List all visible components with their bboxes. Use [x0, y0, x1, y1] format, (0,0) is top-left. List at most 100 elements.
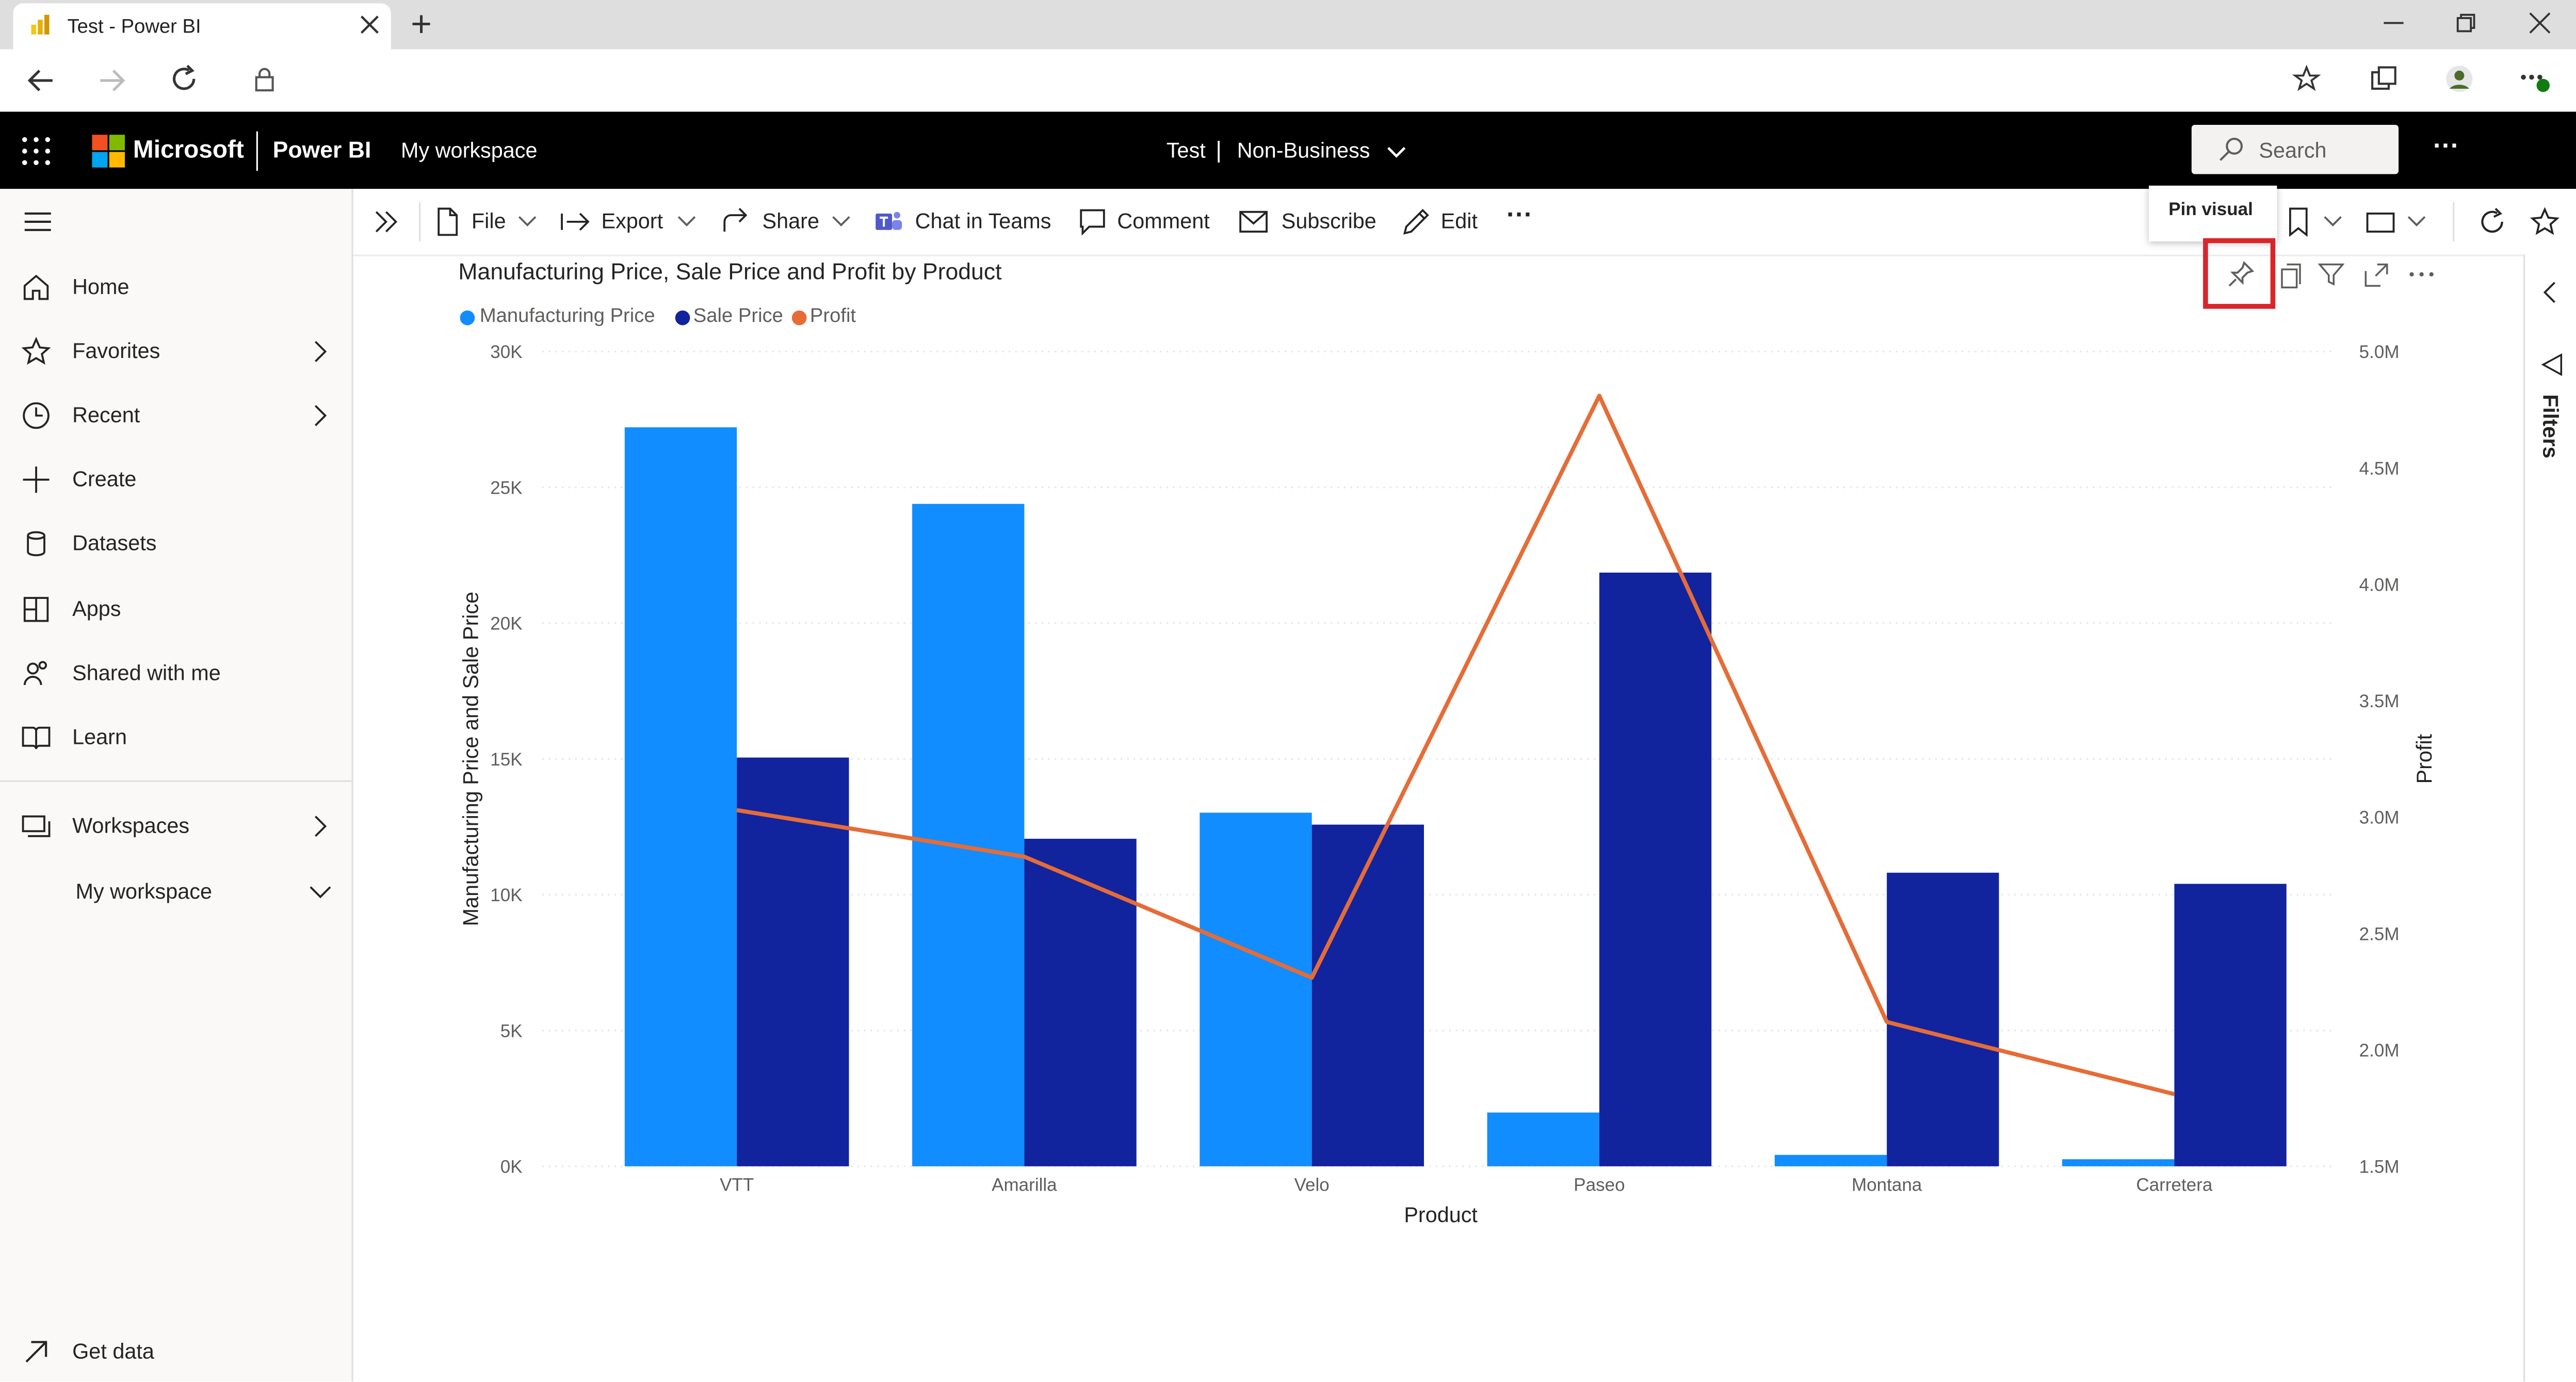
- get-data-button[interactable]: Get data: [0, 1326, 351, 1378]
- search-placeholder: Search: [2259, 138, 2327, 163]
- favorite-add-icon[interactable]: [2292, 64, 2321, 93]
- y-tick-label: 20K: [490, 614, 522, 634]
- sidebar-item-recent[interactable]: Recent: [0, 389, 351, 442]
- legend-marker-sale-price: [675, 310, 690, 326]
- chevron-down-icon[interactable]: [309, 881, 332, 904]
- comment-icon[interactable]: [1078, 207, 1107, 236]
- edit-button[interactable]: Edit: [1440, 208, 1478, 234]
- export-menu[interactable]: Export: [601, 208, 663, 234]
- chevron-right-icon[interactable]: [309, 404, 332, 427]
- x-tick-label: Paseo: [1574, 1175, 1625, 1195]
- legend-label-sale-price[interactable]: Sale Price: [693, 304, 783, 327]
- close-tab-icon[interactable]: [360, 15, 379, 35]
- legend-label-manufacturing-price[interactable]: Manufacturing Price: [479, 304, 655, 327]
- share-icon[interactable]: [721, 207, 751, 236]
- refresh-icon[interactable]: [2477, 207, 2507, 236]
- minimize-icon[interactable]: [2382, 11, 2405, 35]
- clock-icon: [21, 401, 51, 430]
- chevron-down-icon[interactable]: [1385, 141, 1408, 165]
- export-icon[interactable]: [560, 207, 590, 236]
- file-icon[interactable]: [432, 207, 461, 236]
- view-icon[interactable]: [2366, 207, 2395, 236]
- sidebar-item-workspaces[interactable]: Workspaces: [0, 800, 351, 853]
- app-launcher-icon[interactable]: [21, 136, 51, 166]
- chevron-down-icon[interactable]: [2321, 210, 2351, 240]
- mail-icon[interactable]: [1239, 207, 1268, 236]
- star-icon: [21, 336, 51, 366]
- copy-visual-icon[interactable]: [2279, 263, 2302, 289]
- chat-in-teams-button[interactable]: Chat in Teams: [915, 208, 1051, 234]
- bar-manufacturing-price: [912, 503, 1025, 1166]
- sidebar-item-label: Favorites: [72, 338, 160, 363]
- workspace-link[interactable]: My workspace: [400, 138, 538, 163]
- pin-visual-icon[interactable]: [2226, 259, 2256, 289]
- settings-more-icon[interactable]: [2519, 64, 2552, 93]
- focus-mode-icon[interactable]: [2364, 263, 2389, 287]
- new-tab-button[interactable]: +: [411, 3, 432, 44]
- y-tick-label: 10K: [490, 885, 522, 905]
- get-data-label: Get data: [72, 1339, 154, 1363]
- workspaces-icon: [21, 811, 51, 841]
- y-tick-label: 15K: [490, 750, 522, 770]
- header-more-button[interactable]: ···: [2433, 133, 2459, 161]
- sidebar-item-label: Recent: [72, 402, 140, 427]
- chevron-down-icon[interactable]: [675, 210, 705, 240]
- y2-tick-label: 4.0M: [2359, 575, 2400, 595]
- sidebar-item-create[interactable]: Create: [0, 453, 351, 506]
- expand-pane-icon[interactable]: [371, 207, 401, 236]
- filter-icon[interactable]: [2318, 261, 2344, 287]
- chevron-down-icon[interactable]: [830, 210, 859, 240]
- y-tick-label: 5K: [500, 1021, 523, 1041]
- back-icon[interactable]: [26, 66, 56, 95]
- x-tick-label: Carretera: [2136, 1175, 2212, 1195]
- sidebar-item-label: Home: [72, 274, 129, 299]
- profile-icon[interactable]: [2444, 64, 2474, 93]
- chevron-down-icon[interactable]: [516, 210, 545, 240]
- y2-axis-title: Profit: [2412, 734, 2436, 784]
- sidebar-item-datasets[interactable]: Datasets: [0, 517, 351, 570]
- database-icon: [21, 529, 51, 558]
- action-divider: [418, 202, 421, 242]
- bookmark-icon[interactable]: [2283, 207, 2313, 237]
- chevron-down-icon[interactable]: [2405, 210, 2435, 240]
- filters-pane[interactable]: [2523, 254, 2576, 1381]
- sidebar-item-apps[interactable]: Apps: [0, 583, 351, 636]
- sidebar-item-shared[interactable]: Shared with me: [0, 647, 351, 700]
- share-menu[interactable]: Share: [762, 208, 820, 234]
- sidebar-item-label: Datasets: [72, 530, 157, 556]
- sidebar-item-favorites[interactable]: Favorites: [0, 325, 351, 378]
- refresh-icon[interactable]: [169, 64, 199, 93]
- search-input[interactable]: Search: [2191, 125, 2399, 174]
- file-menu[interactable]: File: [471, 208, 506, 234]
- y-tick-label: 30K: [490, 342, 522, 362]
- comment-button[interactable]: Comment: [1117, 208, 1210, 234]
- bars: [624, 427, 2287, 1166]
- teams-icon[interactable]: [874, 207, 903, 236]
- legend-label-profit[interactable]: Profit: [809, 304, 856, 327]
- close-window-icon[interactable]: [2529, 11, 2552, 35]
- subscribe-button[interactable]: Subscribe: [1281, 208, 1376, 234]
- star-icon[interactable]: [2530, 207, 2559, 236]
- sidebar-divider: [0, 780, 352, 782]
- lock-icon[interactable]: [251, 66, 278, 92]
- sensitivity-label[interactable]: Non-Business: [1237, 138, 1370, 163]
- browser-tab[interactable]: Test - Power BI: [13, 3, 391, 50]
- pencil-icon[interactable]: [1401, 207, 1431, 236]
- action-more-button[interactable]: ···: [1506, 202, 1533, 230]
- chevron-right-icon[interactable]: [309, 815, 332, 838]
- forward-icon[interactable]: [97, 66, 126, 95]
- chevron-right-icon[interactable]: [309, 340, 332, 363]
- product-name[interactable]: Power BI: [272, 136, 371, 163]
- collections-icon[interactable]: [2369, 64, 2399, 93]
- sidebar-item-learn[interactable]: Learn: [0, 711, 351, 764]
- sidebar-item-home[interactable]: Home: [0, 261, 351, 314]
- sidebar-item-my-workspace[interactable]: My workspace: [0, 866, 351, 918]
- x-tick-label: Velo: [1294, 1175, 1330, 1195]
- filters-label[interactable]: Filters: [2538, 394, 2563, 459]
- visual-more-icon[interactable]: [2407, 268, 2436, 281]
- hamburger-menu-icon[interactable]: [23, 210, 53, 234]
- bar-manufacturing-price: [1774, 1155, 1887, 1166]
- chevron-left-icon[interactable]: [2540, 281, 2559, 304]
- x-axis-title: Product: [1404, 1203, 1478, 1227]
- restore-icon[interactable]: [2454, 11, 2477, 35]
